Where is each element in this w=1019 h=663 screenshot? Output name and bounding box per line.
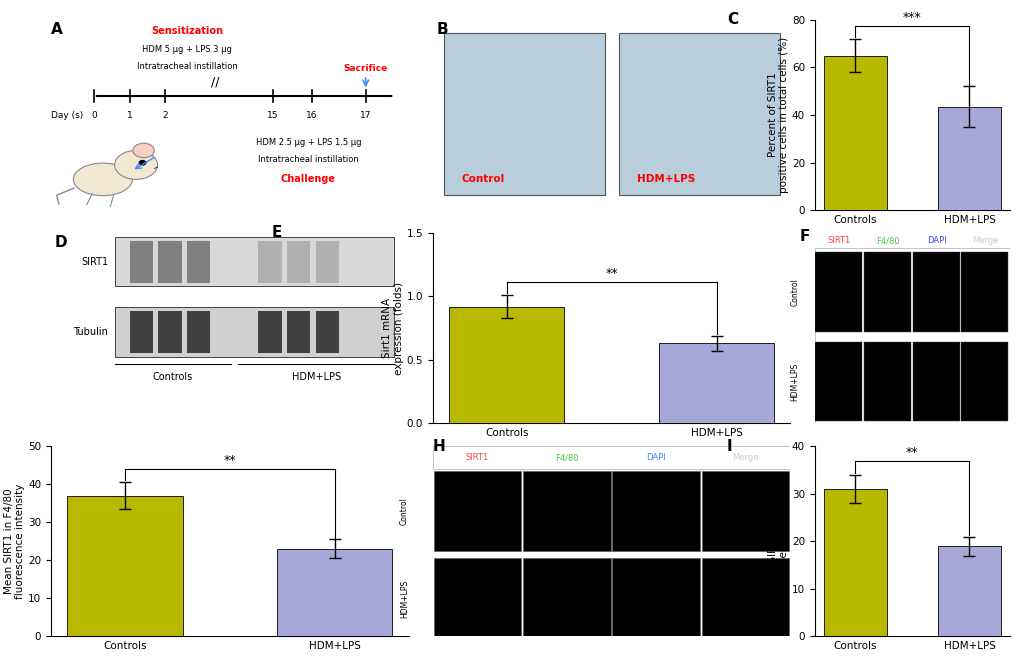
Bar [382, 558, 425, 638]
Text: SIRT1: SIRT1 [826, 236, 850, 245]
Bar [611, 558, 699, 638]
Y-axis label: Sirt1 mRNA
expression (folds): Sirt1 mRNA expression (folds) [382, 282, 404, 375]
Text: Merge: Merge [971, 236, 998, 245]
Text: HDM+LPS: HDM+LPS [790, 363, 798, 400]
Bar [619, 33, 779, 195]
Bar [523, 471, 610, 551]
Text: Sensitization: Sensitization [151, 26, 223, 36]
Text: F: F [798, 229, 809, 244]
Text: Tubulin: Tubulin [73, 327, 108, 337]
Bar [822, 489, 886, 636]
Bar [658, 343, 773, 424]
Bar [67, 496, 182, 636]
Bar [315, 311, 338, 353]
Text: Intratracheal instillation: Intratracheal instillation [258, 155, 359, 164]
Y-axis label: Mean SIRT1 in F4/80
fluorescence intensity: Mean SIRT1 in F4/80 fluorescence intensi… [4, 483, 25, 599]
Y-axis label: Percent of SIRT1
positive cells in total cells (%): Percent of SIRT1 positive cells in total… [766, 37, 789, 193]
Text: HDM 2.5 μg + LPS 1.5 μg: HDM 2.5 μg + LPS 1.5 μg [256, 138, 361, 147]
Text: **: ** [605, 267, 618, 280]
Bar [611, 471, 699, 551]
Text: A: A [51, 22, 63, 36]
Text: HDM 5 μg + LPS 3 μg: HDM 5 μg + LPS 3 μg [142, 44, 231, 54]
Text: B: B [436, 22, 447, 36]
Bar [186, 311, 210, 353]
Text: DAPI: DAPI [646, 453, 665, 462]
Bar [912, 341, 959, 422]
Bar [277, 549, 392, 636]
Bar [448, 306, 564, 424]
Bar [863, 341, 910, 422]
Text: HDM+LPS: HDM+LPS [291, 372, 340, 382]
Bar [814, 341, 861, 422]
Bar [863, 252, 910, 332]
Text: 16: 16 [306, 111, 318, 120]
Y-axis label: Mean SIRT1 in F4/80
fluorescence intensity: Mean SIRT1 in F4/80 fluorescence intensi… [766, 483, 789, 599]
Text: Control: Control [461, 174, 504, 184]
Bar [129, 311, 153, 353]
Text: //: // [211, 76, 219, 88]
Bar [286, 311, 310, 353]
Bar [432, 446, 790, 469]
Text: Control: Control [399, 497, 409, 525]
Text: ***: *** [902, 11, 921, 24]
Text: Challenge: Challenge [280, 174, 335, 184]
Bar [443, 33, 604, 195]
Text: 2: 2 [162, 111, 168, 120]
Bar [158, 241, 181, 282]
Text: Intratracheal instillation: Intratracheal instillation [137, 62, 237, 71]
Bar [186, 241, 210, 282]
Text: 0: 0 [91, 111, 97, 120]
Bar [158, 311, 181, 353]
Bar [701, 471, 789, 551]
Text: SIRT1: SIRT1 [466, 453, 489, 462]
Text: DAPI: DAPI [926, 236, 946, 245]
Bar [937, 107, 1000, 210]
Text: **: ** [223, 454, 235, 467]
Bar [701, 558, 789, 638]
Bar [523, 558, 610, 638]
Bar [814, 252, 861, 332]
Text: 1: 1 [126, 111, 132, 120]
Text: 15: 15 [267, 111, 278, 120]
Text: C: C [727, 13, 738, 27]
Bar [912, 252, 959, 332]
Text: Merge: Merge [732, 453, 758, 462]
Text: F4/80: F4/80 [875, 236, 899, 245]
Bar [382, 471, 425, 551]
Text: Control: Control [790, 278, 798, 306]
Bar [315, 241, 338, 282]
Text: F4/80: F4/80 [554, 453, 578, 462]
Bar [822, 56, 886, 210]
Text: Sacrifice: Sacrifice [343, 64, 387, 73]
Bar [433, 558, 521, 638]
Text: Controls: Controls [153, 372, 193, 382]
Text: **: ** [905, 446, 918, 459]
Text: SIRT1: SIRT1 [82, 257, 108, 267]
Bar [433, 471, 521, 551]
Text: Day (s): Day (s) [51, 111, 84, 120]
Bar [961, 341, 1008, 422]
Text: D: D [55, 235, 67, 250]
Bar [258, 311, 281, 353]
Text: H: H [432, 438, 445, 453]
Bar [961, 252, 1008, 332]
Text: I: I [727, 438, 732, 453]
Bar [129, 241, 153, 282]
Bar [937, 546, 1000, 636]
Bar [258, 241, 281, 282]
Text: HDM+LPS: HDM+LPS [636, 174, 694, 184]
Text: E: E [272, 225, 282, 241]
Bar [286, 241, 310, 282]
Text: 17: 17 [360, 111, 371, 120]
Text: HDM+LPS: HDM+LPS [399, 579, 409, 617]
